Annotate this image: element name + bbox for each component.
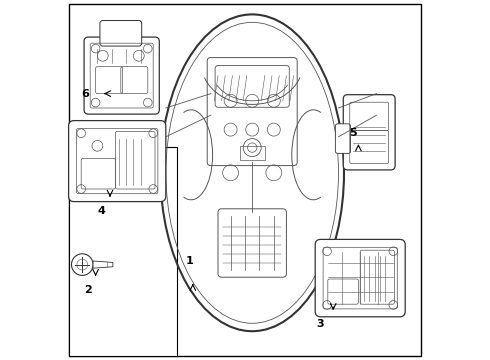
Bar (69, 147, 177, 356)
Text: 1: 1 (185, 256, 193, 266)
FancyBboxPatch shape (335, 124, 350, 153)
Text: 4: 4 (97, 206, 105, 216)
Text: 3: 3 (317, 319, 324, 329)
Text: 2: 2 (85, 285, 92, 295)
FancyBboxPatch shape (343, 95, 395, 170)
Text: 5: 5 (349, 128, 357, 138)
Polygon shape (93, 261, 113, 268)
Bar (240, 146, 265, 160)
FancyBboxPatch shape (315, 239, 405, 317)
FancyBboxPatch shape (100, 21, 142, 46)
FancyBboxPatch shape (69, 121, 166, 202)
FancyBboxPatch shape (84, 37, 159, 114)
Text: 6: 6 (81, 89, 89, 99)
Circle shape (72, 254, 93, 275)
